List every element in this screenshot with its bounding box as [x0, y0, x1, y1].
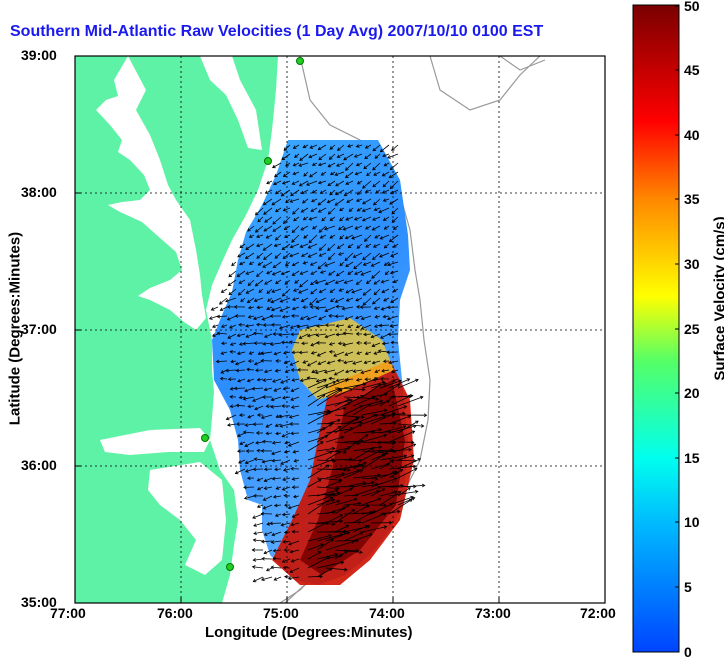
colorbar-tick-label: 50 — [684, 0, 700, 14]
y-tick-label: 38:00 — [21, 184, 57, 200]
station-marker — [297, 58, 304, 65]
colorbar-tick-label: 40 — [684, 127, 700, 143]
x-tick-label: 76:00 — [157, 605, 193, 621]
y-tick-label: 35:00 — [21, 594, 57, 610]
y-tick-label: 37:00 — [21, 321, 57, 337]
colorbar-tick-label: 10 — [684, 514, 700, 530]
y-tick-label: 39:00 — [21, 47, 57, 63]
x-tick-label: 74:00 — [369, 605, 405, 621]
x-tick-label: 73:00 — [475, 605, 511, 621]
velocity-arrow — [270, 523, 281, 524]
y-axis-label: Latitude (Degrees:Minutes) — [7, 219, 24, 439]
velocity-arrow — [235, 388, 245, 389]
colorbar-tick-label: 25 — [684, 321, 700, 337]
colorbar-tick-label: 30 — [684, 256, 700, 272]
colorbar-label: Surface Velocity (cm/s) — [712, 189, 724, 409]
x-axis-label: Longitude (Degrees:Minutes) — [205, 624, 413, 641]
colorbar-tick-label: 5 — [684, 579, 692, 595]
station-marker — [265, 158, 272, 165]
colorbar-tick-label: 35 — [684, 191, 700, 207]
velocity-arrow — [263, 442, 272, 443]
velocity-arrow — [244, 487, 254, 488]
colorbar — [633, 5, 679, 652]
x-tick-label: 75:00 — [263, 605, 299, 621]
y-tick-label: 36:00 — [21, 457, 57, 473]
colorbar-tick-label: 0 — [684, 644, 692, 660]
x-tick-label: 72:00 — [580, 605, 616, 621]
station-marker — [227, 564, 234, 571]
velocity-arrow — [344, 460, 362, 461]
colorbar-tick-label: 45 — [684, 62, 700, 78]
station-marker — [202, 435, 209, 442]
colorbar-tick-label: 15 — [684, 450, 700, 466]
colorbar-tick-label: 20 — [684, 385, 700, 401]
